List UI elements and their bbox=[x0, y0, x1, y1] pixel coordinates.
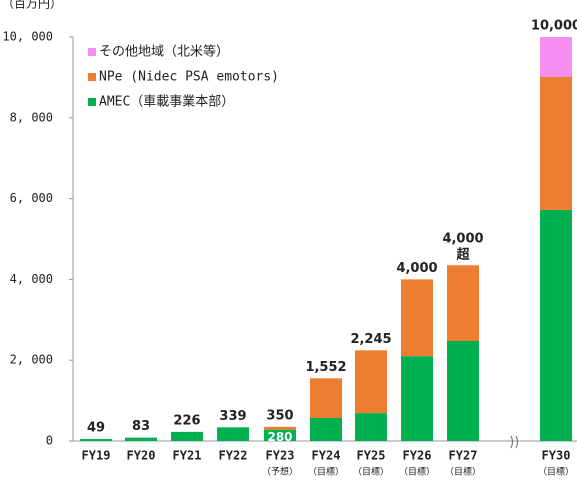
bar-segment bbox=[447, 341, 479, 441]
x-tick-note: （目標） bbox=[538, 466, 574, 478]
legend-swatch bbox=[88, 48, 96, 56]
bar-segment bbox=[540, 37, 572, 77]
unit-label: （百万円） bbox=[2, 0, 62, 11]
x-tick-label: FY30 bbox=[542, 449, 571, 463]
bar-segment bbox=[447, 265, 479, 342]
x-tick-label: FY22 bbox=[219, 449, 248, 463]
x-tick-note: （予想） bbox=[262, 466, 298, 478]
y-tick-label: 4, 000 bbox=[10, 272, 53, 286]
total-label: 10,000 bbox=[531, 19, 577, 34]
x-tick-label: FY27 bbox=[449, 449, 478, 463]
x-tick-label: FY23 bbox=[266, 449, 295, 463]
legend-label: NPe (Nidec PSA emotors) bbox=[99, 70, 279, 85]
total-label: 2,245 bbox=[350, 332, 391, 347]
y-tick-label: 10, 000 bbox=[2, 30, 53, 44]
axis-break bbox=[510, 435, 518, 449]
x-tick-note: （目標） bbox=[353, 466, 389, 478]
x-tick-note: （目標） bbox=[399, 466, 435, 478]
bar-segment bbox=[401, 279, 433, 357]
segment-label: 280 bbox=[267, 430, 292, 444]
total-label: 339 bbox=[219, 409, 246, 424]
total-label: 49 bbox=[87, 421, 105, 436]
bar-segment bbox=[355, 350, 387, 414]
x-tick-note: （目標） bbox=[445, 466, 481, 478]
x-tick-note: （目標） bbox=[308, 466, 344, 478]
bar-segment bbox=[310, 378, 342, 418]
y-tick-label: 8, 000 bbox=[10, 110, 53, 124]
total-label: 1,552 bbox=[305, 360, 346, 375]
total-label: 4,000 bbox=[396, 261, 437, 276]
bar-segment bbox=[401, 356, 433, 441]
legend-swatch bbox=[88, 73, 96, 81]
bar-segment bbox=[540, 76, 572, 210]
y-tick-label: 0 bbox=[46, 434, 53, 448]
legend-swatch bbox=[88, 98, 96, 106]
x-tick-label: FY25 bbox=[357, 449, 386, 463]
x-tick-label: FY26 bbox=[403, 449, 432, 463]
x-tick-label: FY19 bbox=[82, 449, 111, 463]
bar-segment bbox=[264, 429, 296, 441]
x-tick-label: FY21 bbox=[173, 449, 202, 463]
legend-bg bbox=[84, 40, 294, 116]
total-label: 83 bbox=[132, 419, 150, 434]
legend-label: AMEC（車載事業本部） bbox=[99, 94, 234, 110]
x-tick-label: FY20 bbox=[127, 449, 156, 463]
bar-segment bbox=[355, 413, 387, 441]
total-label: 350 bbox=[266, 408, 293, 423]
y-tick-label: 2, 000 bbox=[10, 353, 53, 367]
bar-segment bbox=[217, 427, 249, 441]
bar-segment bbox=[540, 209, 572, 441]
x-tick-label: FY24 bbox=[312, 449, 341, 463]
bar-segment bbox=[80, 439, 112, 441]
bar-segment bbox=[171, 431, 203, 441]
bar-segment bbox=[264, 426, 296, 430]
bar-segment bbox=[125, 437, 157, 441]
total-label: 226 bbox=[173, 413, 200, 428]
y-tick-label: 6, 000 bbox=[10, 191, 53, 205]
legend-label: その他地域（北米等） bbox=[99, 44, 229, 60]
bar-segment bbox=[310, 417, 342, 441]
total-label: 4,000 超 bbox=[442, 231, 483, 262]
